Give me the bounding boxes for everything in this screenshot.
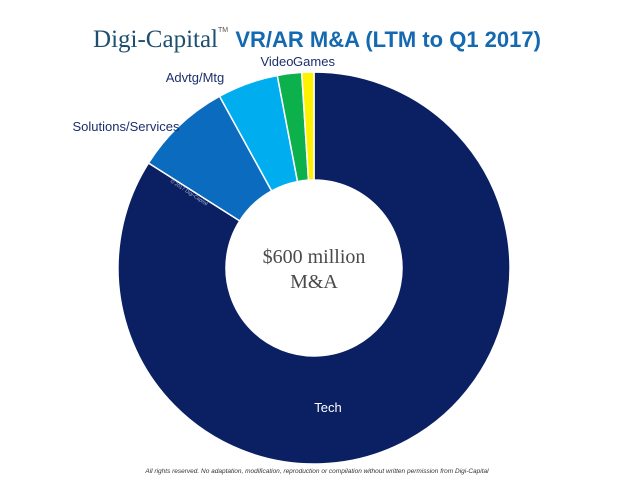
- footer-disclaimer: All rights reserved. No adaptation, modi…: [145, 468, 489, 475]
- label-tech: Tech: [314, 400, 341, 415]
- slice-labels: Tech Solutions/Services Advtg/Mtg Video Game…: [73, 54, 342, 415]
- label-solutions-services: Solutions/Services: [73, 119, 180, 134]
- center-subtitle-label: M&A: [290, 271, 338, 293]
- slice-games: [300, 71, 315, 181]
- label-advtg-mtg: Advtg/Mtg: [166, 70, 225, 85]
- donut-slices: [117, 71, 511, 465]
- chart-title: Digi-CapitalTM VR/AR M&A (LTM to Q1 2017…: [0, 14, 634, 57]
- trademark-mark: TM: [218, 27, 229, 34]
- chart-title-main: VR/AR M&A (LTM to Q1 2017): [235, 27, 541, 52]
- center-total-label: $600 million: [263, 246, 366, 268]
- label-video: Video: [260, 54, 293, 69]
- label-games: Games: [293, 54, 335, 69]
- brand-name: Digi-Capital: [93, 26, 219, 53]
- slice-tech: [117, 71, 511, 465]
